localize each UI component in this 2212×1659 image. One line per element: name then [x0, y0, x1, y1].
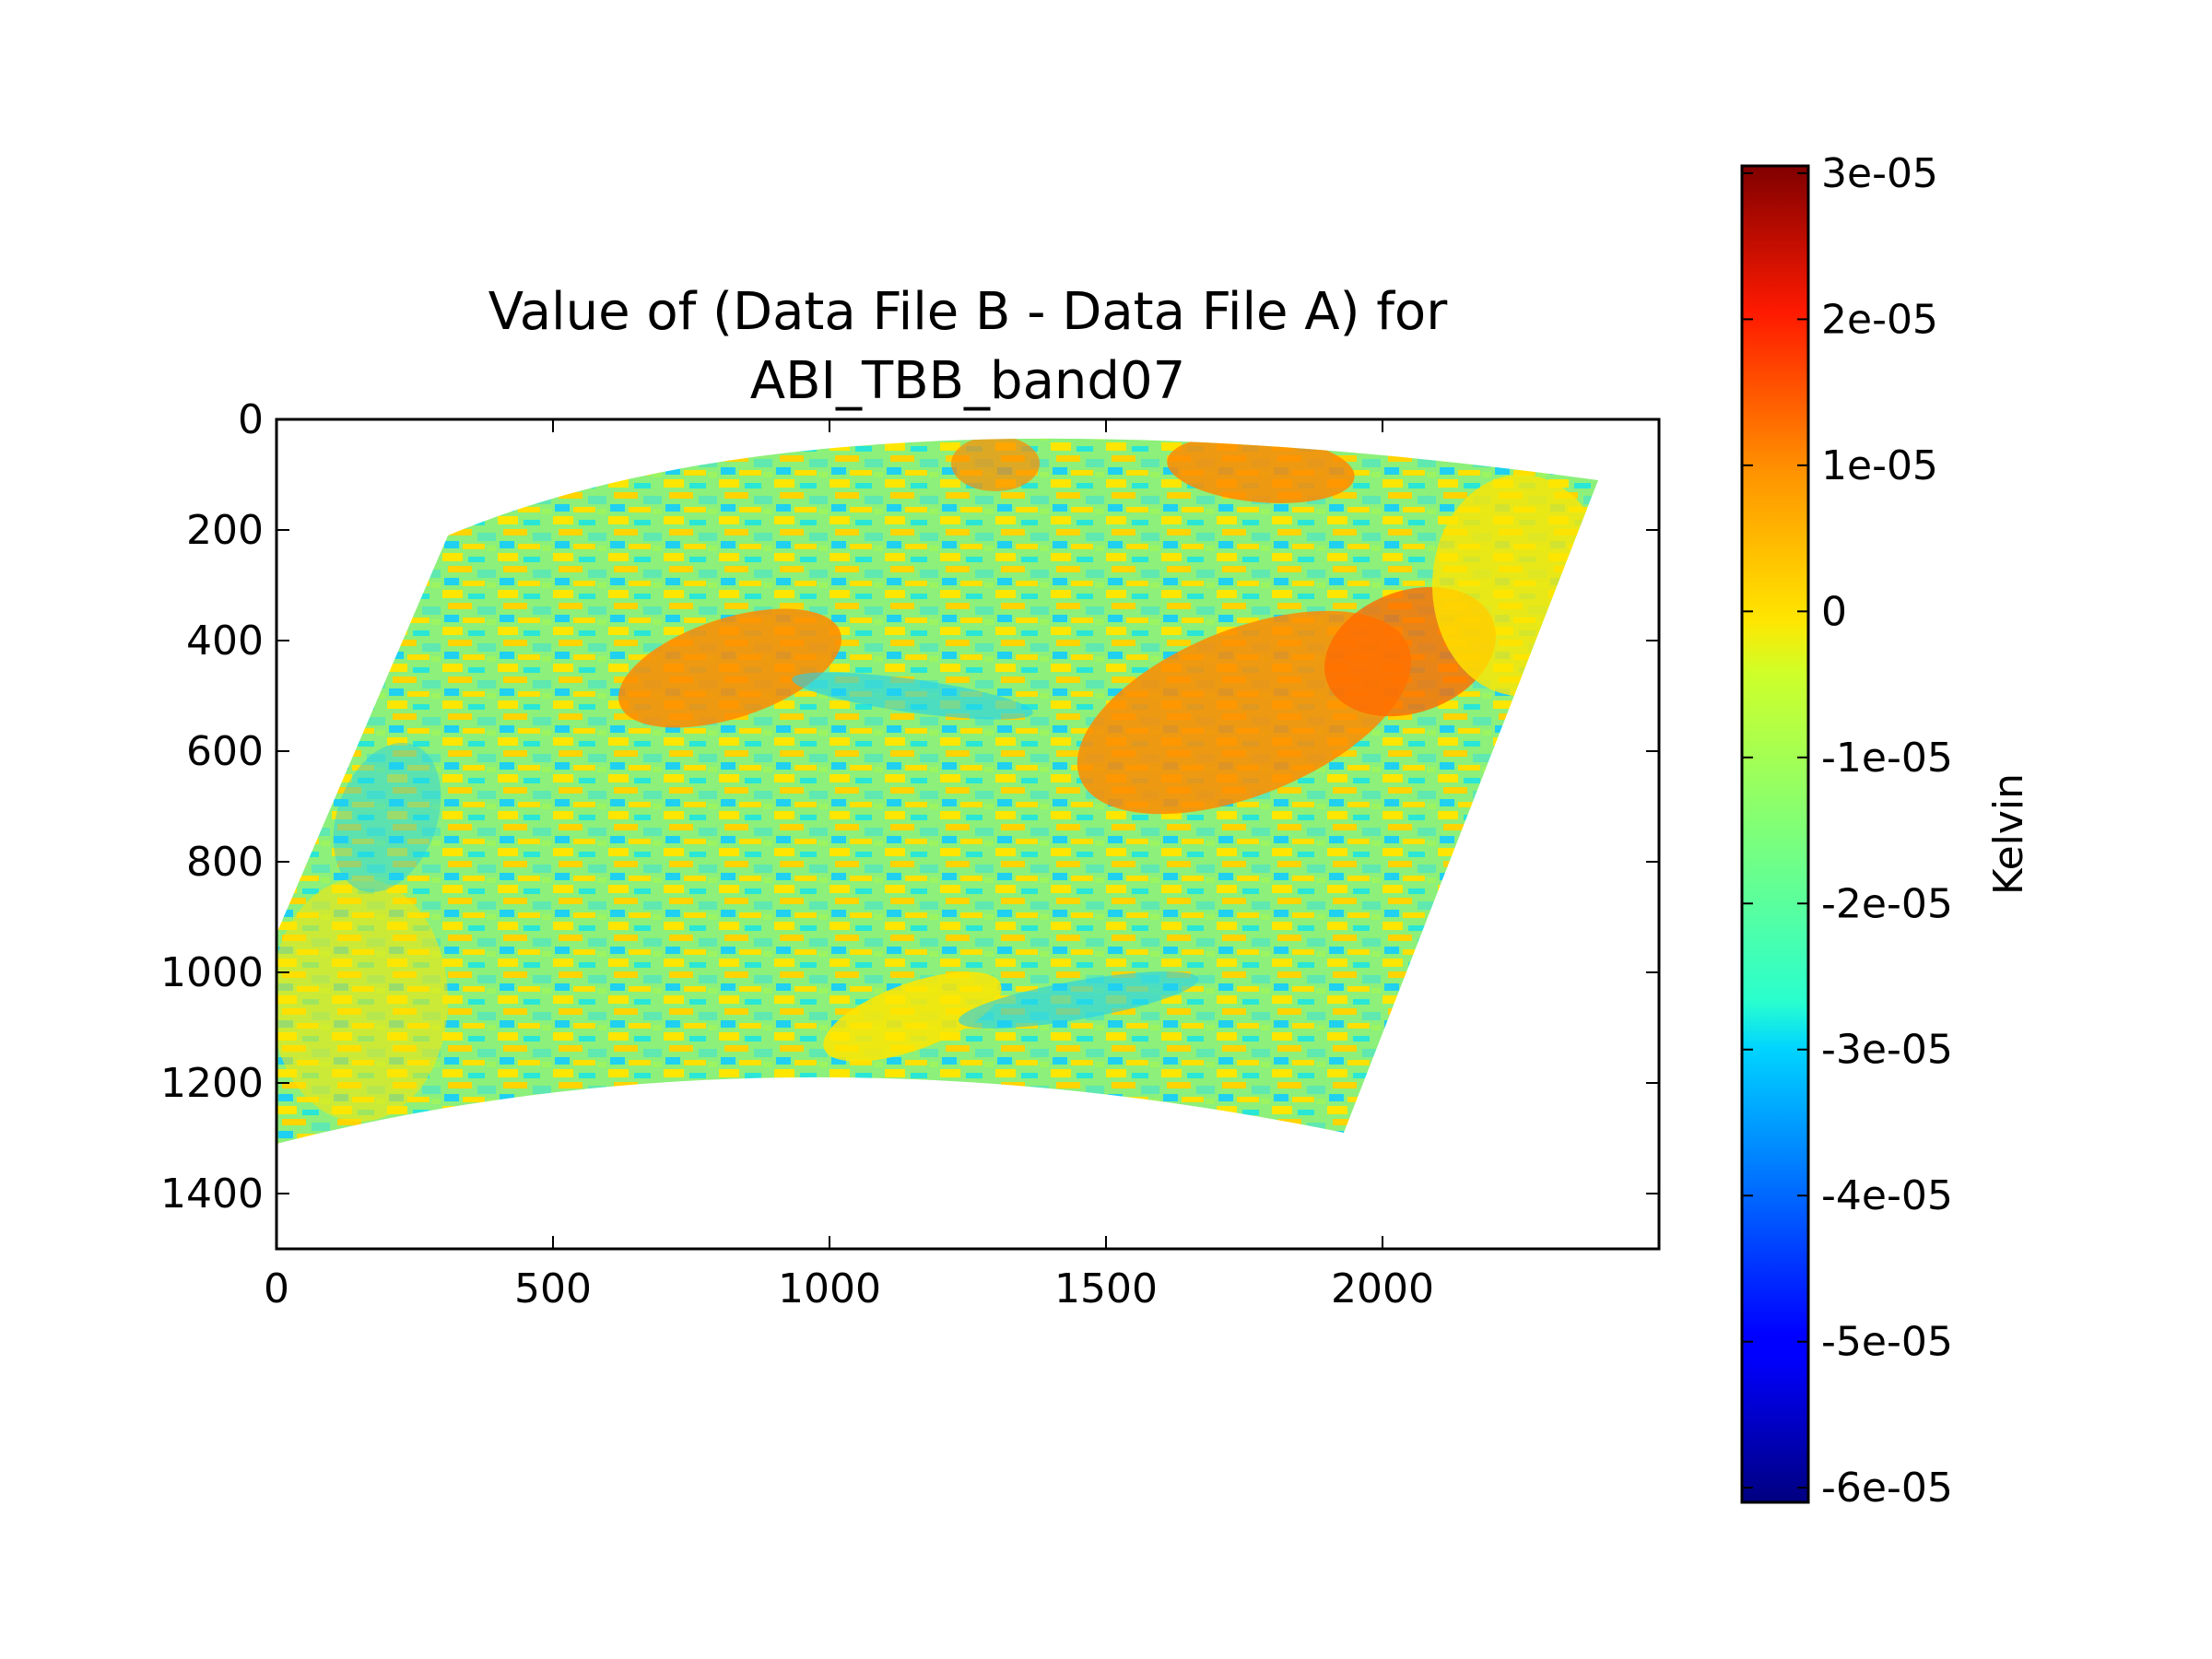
heatmap-swath: [276, 438, 1598, 1144]
heatmap-data-region: [276, 438, 1598, 1144]
y-tick-label: 1000: [160, 949, 264, 996]
colorbar-tick-label: 0: [1821, 588, 1847, 635]
colorbar: 3e-05 2e-05 1e-05 0 -1e-05 -2e-05 -3e-05 -4e-05…: [1740, 150, 2032, 1512]
chart-title-line2: ABI_TBB_band07: [750, 351, 1185, 411]
heatmap-texture-region: [958, 971, 1199, 1029]
x-tick-label: 500: [514, 1265, 592, 1312]
y-tick-label: 0: [238, 396, 264, 443]
y-tick-label: 600: [186, 728, 264, 775]
colorbar-tick-label: -3e-05: [1821, 1027, 1953, 1074]
heatmap-texture-region: [276, 878, 448, 1122]
y-tick-label: 400: [186, 618, 264, 665]
y-tick-label: 1400: [160, 1171, 264, 1218]
y-axis: 0 200 400 600 800 1000 1200 1400: [160, 396, 1659, 1218]
colorbar-tick-label: 2e-05: [1821, 296, 1938, 343]
x-tick-label: 2000: [1331, 1265, 1434, 1312]
heatmap-texture-region: [792, 672, 1033, 720]
y-tick-label: 800: [186, 839, 264, 886]
colorbar-tick-label: -1e-05: [1821, 735, 1953, 782]
colorbar-label: Kelvin: [1985, 773, 2032, 895]
colorbar-ticks: 3e-05 2e-05 1e-05 0 -1e-05 -2e-05 -3e-05 -4e-05…: [1742, 150, 1953, 1512]
heatmap-texture-region: [823, 971, 1002, 1062]
colorbar-tick-label: -2e-05: [1821, 880, 1953, 927]
colorbar-gradient: [1740, 164, 1810, 1504]
x-tick-label: 1000: [778, 1265, 881, 1312]
y-tick-label: 1200: [160, 1060, 264, 1107]
colorbar-tick-label: 3e-05: [1821, 150, 1938, 197]
x-tick-label: 1500: [1054, 1265, 1158, 1312]
chart-title-line1: Value of (Data File B - Data File A) for: [488, 282, 1448, 342]
colorbar-tick-label: -5e-05: [1821, 1319, 1953, 1366]
heatmap-texture-region: [333, 742, 441, 893]
colorbar-tick-label: -4e-05: [1821, 1172, 1953, 1219]
heatmap-texture-region: [1432, 475, 1598, 696]
heatmap-texture-region: [618, 608, 841, 728]
y-tick-label: 200: [186, 507, 264, 554]
x-axis: 0 500 1000 1500 2000: [264, 419, 1434, 1312]
colorbar-tick-label: 1e-05: [1821, 442, 1938, 489]
x-tick-label: 0: [264, 1265, 289, 1312]
heatmap-texture-region: [951, 438, 1040, 491]
heatmap-texture-region: [1167, 438, 1355, 503]
colorbar-tick-label: -6e-05: [1821, 1465, 1953, 1512]
plot-area-frame: [275, 418, 1661, 1251]
